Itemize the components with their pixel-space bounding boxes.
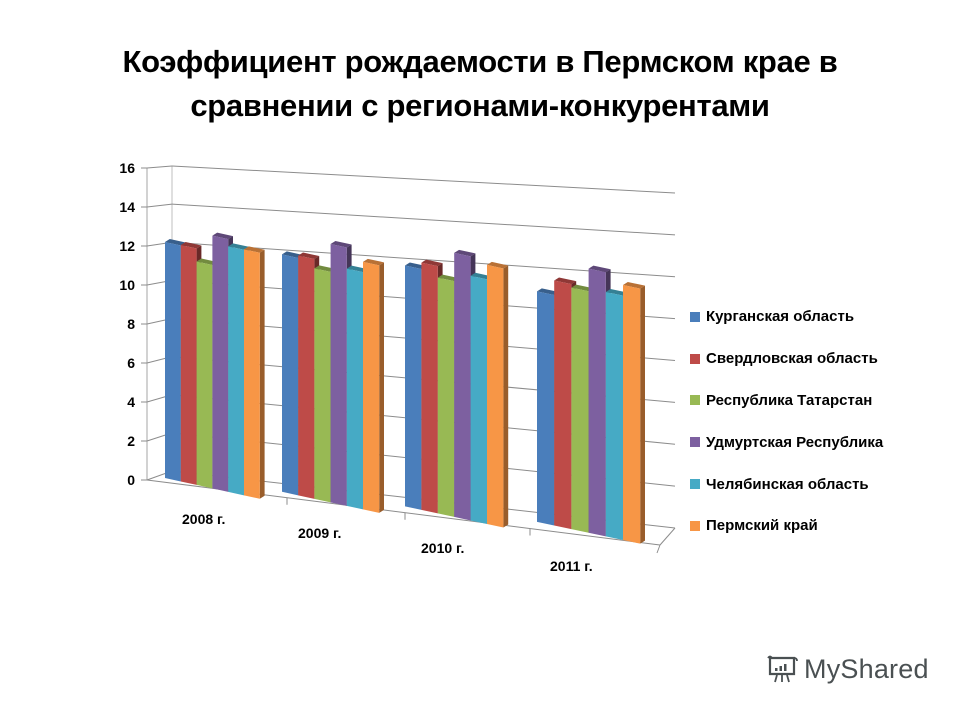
legend-item-udmurtia: Удмуртская Республика [690, 421, 883, 463]
legend-item-perm: Пермский край [690, 505, 883, 547]
bar [623, 281, 645, 544]
legend-swatch [690, 520, 700, 531]
legend-item-kurgan: Курганская область [690, 296, 883, 338]
x-tick-label: 2010 г. [421, 540, 464, 556]
legend-swatch [690, 311, 700, 322]
x-tick-label: 2011 г. [550, 558, 593, 574]
y-tick-label: 6 [127, 355, 135, 371]
legend-swatch [690, 437, 700, 448]
legend-swatch [690, 479, 700, 490]
legend-item-sverdlovsk: Свердловская область [690, 338, 883, 380]
legend-swatch [690, 395, 700, 406]
y-tick-label: 2 [127, 433, 135, 449]
bar [244, 246, 265, 499]
bar [363, 258, 384, 513]
y-tick-label: 0 [127, 472, 135, 488]
y-tick-label: 16 [119, 160, 135, 176]
y-axis-ticks: 0 2 4 6 8 10 12 14 16 [119, 160, 135, 488]
title-line-2: сравнении с регионами-конкурентами [190, 88, 770, 123]
y-tick-label: 4 [127, 394, 135, 410]
x-tick-label: 2009 г. [298, 525, 341, 541]
legend-item-chelyabinsk: Челябинская область [690, 463, 883, 505]
legend-label: Курганская область [706, 308, 855, 326]
legend-label: Челябинская область [706, 475, 869, 493]
x-tick-label: 2008 г. [182, 511, 225, 527]
x-axis-labels: 2008 г. 2009 г. 2010 г. 2011 г. [182, 511, 593, 574]
chart-title: Коэффициент рождаемости в Пермском крае … [0, 40, 960, 128]
legend-item-tatarstan: Республика Татарстан [690, 380, 883, 422]
y-tick-label: 12 [119, 238, 135, 254]
y-tick-label: 10 [119, 277, 135, 293]
title-line-1: Коэффициент рождаемости в Пермском крае … [122, 44, 838, 79]
legend-label: Свердловская область [706, 350, 878, 368]
watermark-text: MyShared [804, 654, 929, 684]
watermark-logo[interactable]: MyShared [766, 654, 929, 685]
bar [487, 261, 509, 528]
legend: Курганская область Свердловская область … [690, 296, 883, 547]
bar-series [165, 232, 645, 544]
legend-label: Республика Татарстан [706, 391, 873, 409]
legend-swatch [690, 353, 700, 364]
legend-label: Пермский край [706, 517, 818, 535]
legend-label: Удмуртская Республика [706, 433, 884, 451]
y-tick-label: 14 [119, 199, 135, 215]
y-tick-label: 8 [127, 316, 135, 332]
presentation-board-icon [767, 655, 798, 682]
